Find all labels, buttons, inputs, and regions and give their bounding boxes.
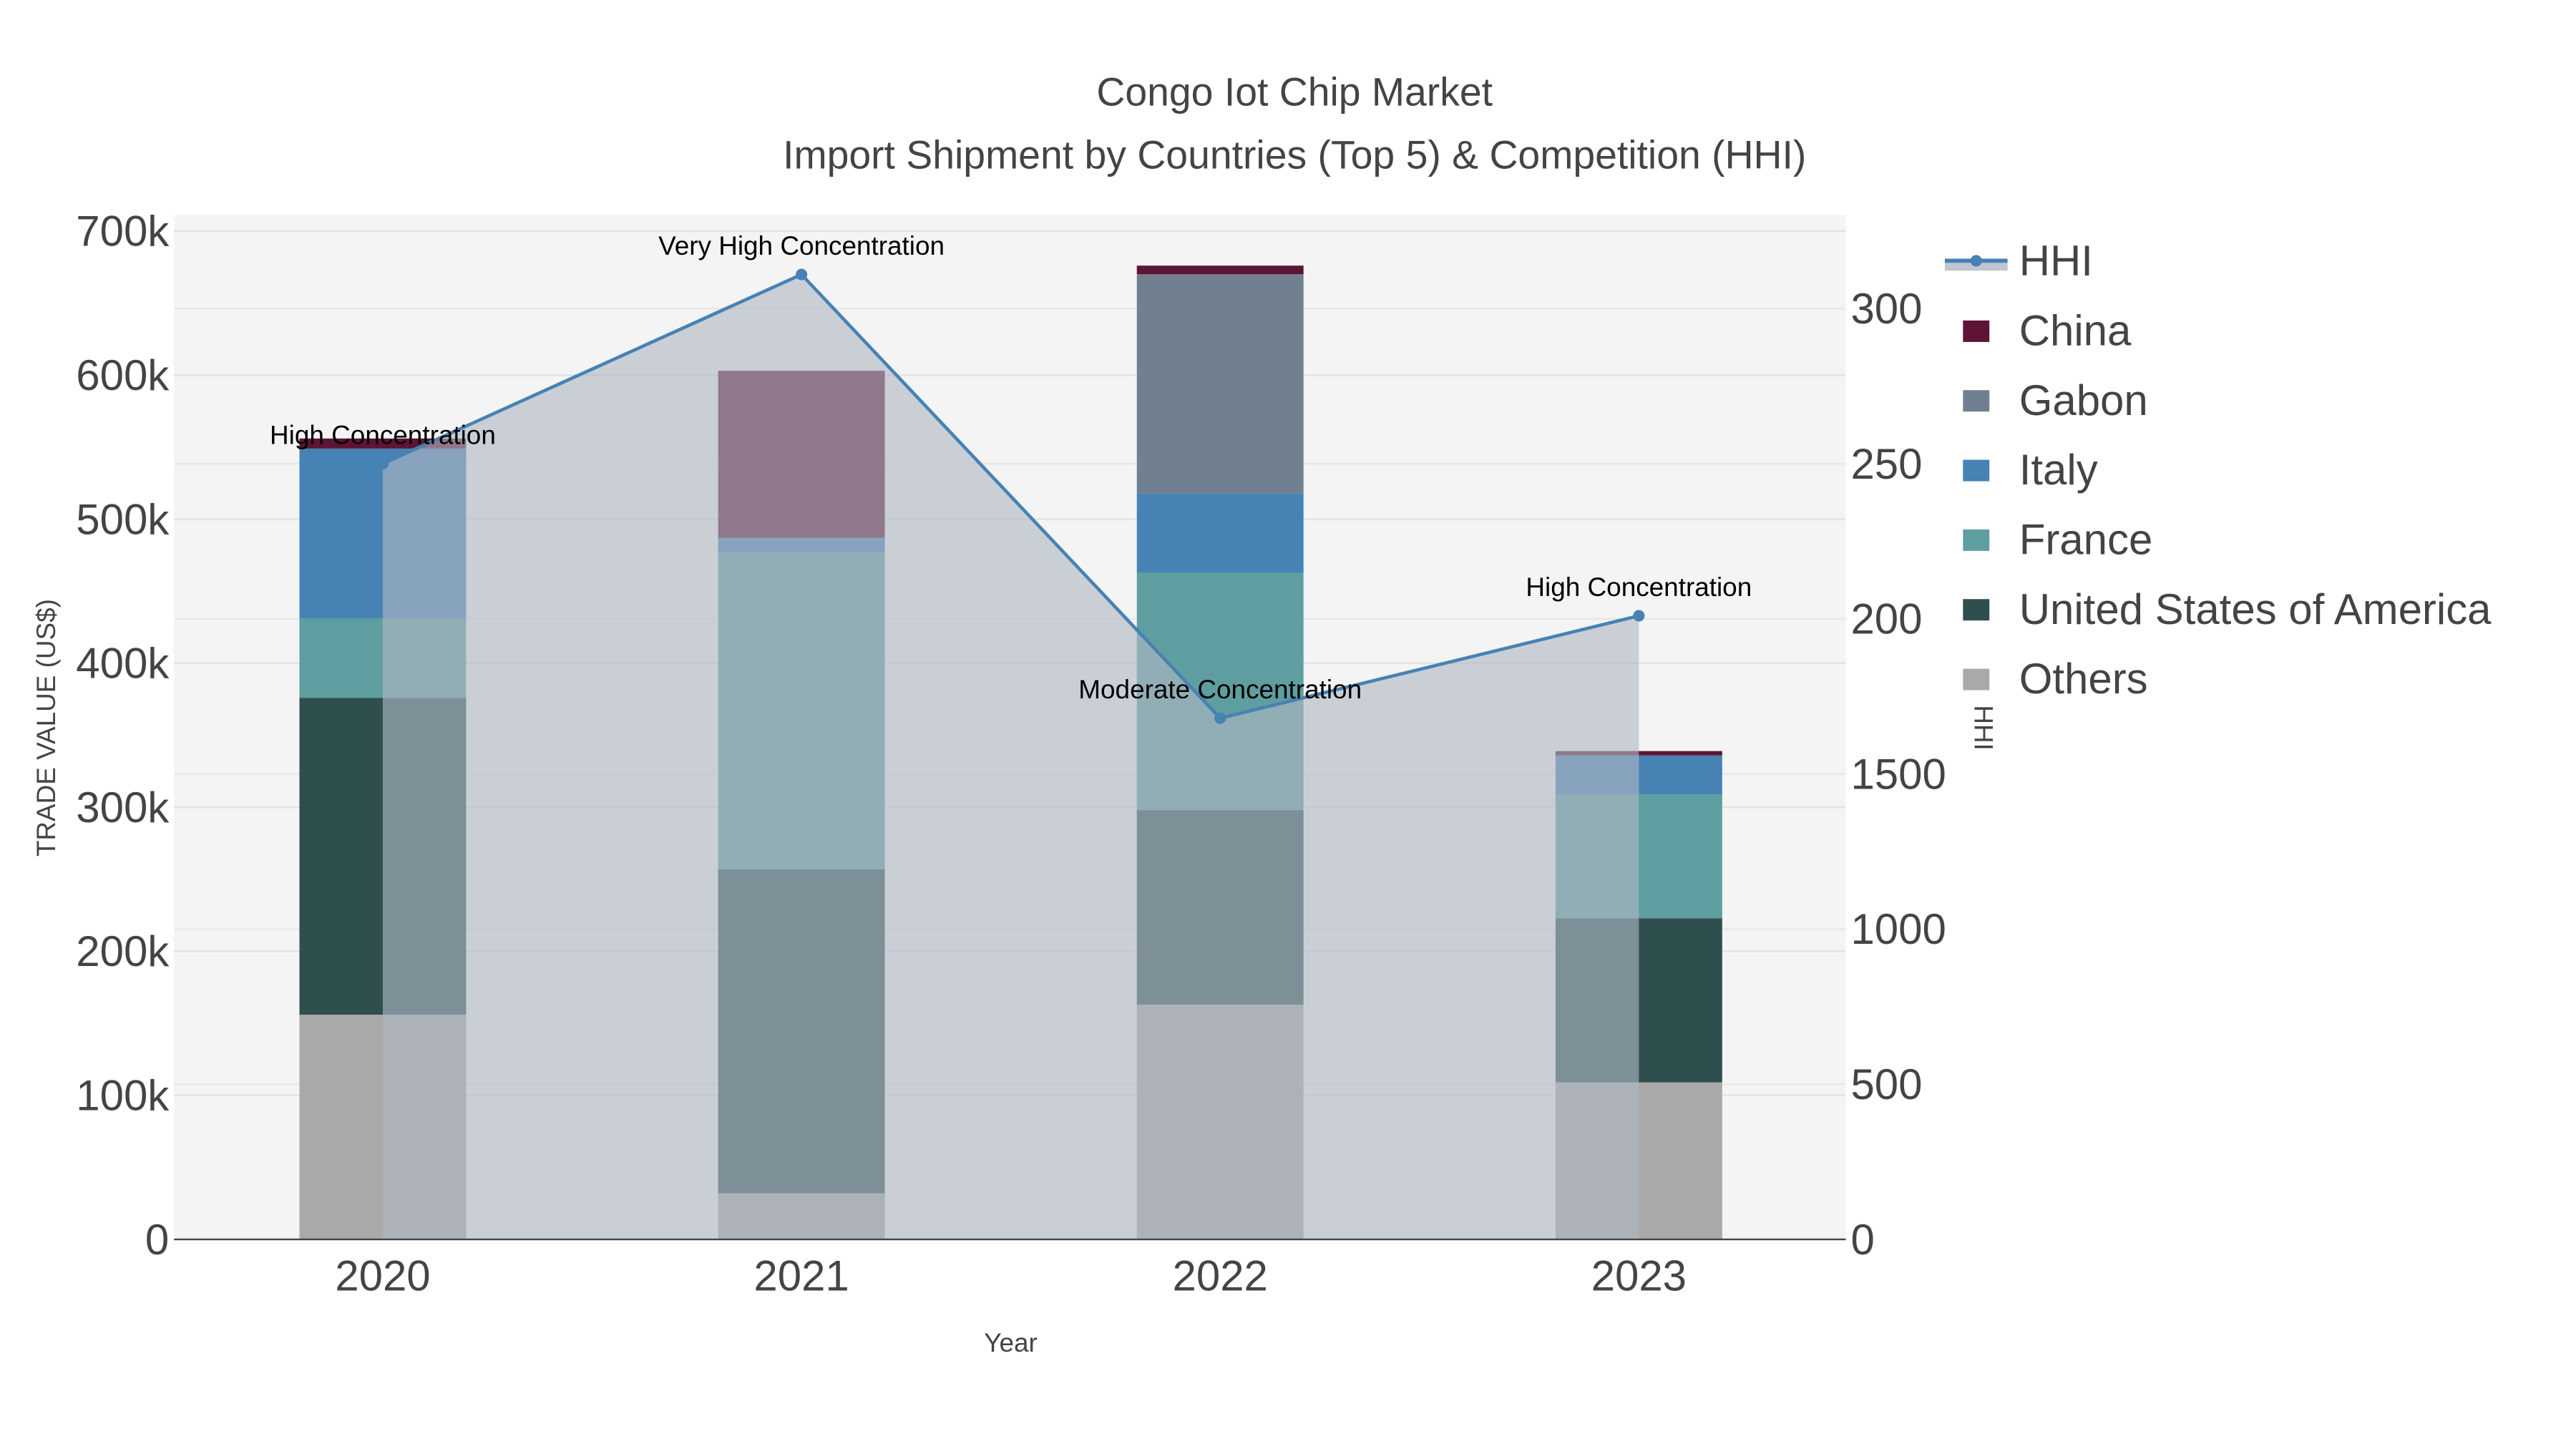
y-tick-label: 600k — [76, 351, 170, 399]
y2-tick-label: 0 — [1850, 1216, 1874, 1264]
legend-label: Gabon — [2019, 376, 2148, 424]
legend-swatch — [1963, 599, 1990, 621]
x-axis-title: Year — [984, 1328, 1038, 1357]
hhi-point-2020 — [376, 458, 389, 470]
legend-swatch — [1963, 390, 1990, 412]
x-tick-label: 2021 — [753, 1252, 849, 1300]
bar-gabon-2022 — [1136, 274, 1304, 494]
y2-axis-title: HHI — [1968, 705, 1998, 751]
y2-tick-label: 1000 — [1850, 905, 1946, 953]
y2-tick-label: 200 — [1850, 595, 1922, 643]
legend-swatch — [1963, 668, 1990, 691]
hhi-point-2023 — [1633, 610, 1645, 622]
bar-china-2022 — [1136, 265, 1304, 275]
y-tick-label: 200k — [76, 927, 170, 975]
legend-label: Italy — [2019, 446, 2098, 494]
bar-italy-2022 — [1136, 493, 1304, 573]
legend-swatch — [1963, 320, 1990, 342]
legend-label: United States of America — [2019, 585, 2492, 633]
hhi-annotation-2023: High Concentration — [1526, 572, 1752, 602]
x-tick-label: 2022 — [1173, 1252, 1268, 1300]
hhi-area — [382, 274, 1639, 1240]
legend-item-italy[interactable]: Italy — [1963, 446, 2098, 494]
legend-swatch — [1963, 459, 1990, 482]
y-tick-label: 300k — [76, 784, 170, 831]
y-tick-label: 400k — [76, 640, 170, 688]
chart-title: Congo Iot Chip Market — [1096, 70, 1493, 114]
y2-tick-label: 250 — [1850, 440, 1922, 488]
legend-item-gabon[interactable]: Gabon — [1963, 376, 2148, 424]
legend-item-france[interactable]: France — [1963, 515, 2152, 563]
legend-label: Others — [2019, 655, 2148, 703]
legend-swatch — [1963, 529, 1990, 551]
legend-item-hhi[interactable]: HHI — [1944, 237, 2093, 285]
legend-label: HHI — [2019, 237, 2093, 285]
y2-tick-label: 1500 — [1850, 750, 1946, 798]
hhi-line — [382, 272, 1639, 721]
legend-swatch-marker — [1970, 255, 1982, 267]
legend-label: France — [2019, 515, 2153, 563]
chart-subtitle: Import Shipment by Countries (Top 5) & C… — [783, 132, 1806, 177]
y2-tick-label: 500 — [1850, 1060, 1922, 1108]
legend-item-united-states-of-america[interactable]: United States of America — [1963, 585, 2492, 633]
y-axis-title: TRADE VALUE (US$) — [31, 599, 61, 857]
legend-item-china[interactable]: China — [1963, 306, 2132, 354]
hhi-annotation-2022: Moderate Concentration — [1078, 675, 1362, 704]
y2-tick-label: 300 — [1850, 285, 1922, 333]
y-tick-label: 100k — [76, 1072, 170, 1120]
x-tick-label: 2023 — [1591, 1252, 1687, 1300]
hhi-annotation-2021: Very High Concentration — [658, 231, 945, 260]
legend-label: China — [2019, 306, 2132, 354]
hhi-annotation-2020: High Concentration — [270, 420, 496, 449]
y-tick-label: 0 — [145, 1216, 169, 1264]
x-tick-label: 2020 — [335, 1252, 430, 1300]
y-tick-label: 700k — [76, 208, 170, 255]
hhi-point-2022 — [1214, 712, 1226, 724]
y-tick-label: 500k — [76, 495, 170, 543]
legend-item-others[interactable]: Others — [1963, 655, 2148, 703]
hhi-point-2021 — [796, 268, 808, 280]
